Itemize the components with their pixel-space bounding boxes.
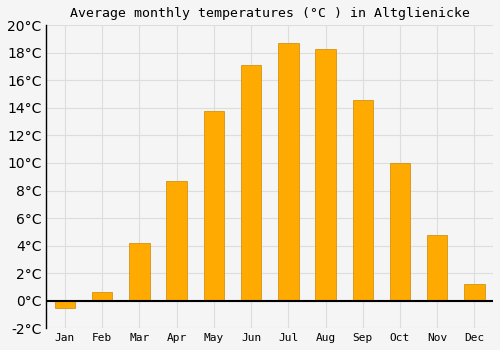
Bar [390, 163, 410, 301]
Bar [92, 292, 112, 301]
Title: Average monthly temperatures (°C ) in Altglienicke: Average monthly temperatures (°C ) in Al… [70, 7, 469, 20]
Bar [204, 111, 224, 301]
Bar [427, 234, 448, 301]
Bar [54, 301, 75, 308]
Bar [241, 65, 262, 301]
Bar [352, 100, 373, 301]
Bar [166, 181, 187, 301]
Bar [129, 243, 150, 301]
Bar [464, 284, 484, 301]
Bar [278, 43, 298, 301]
Bar [316, 49, 336, 301]
